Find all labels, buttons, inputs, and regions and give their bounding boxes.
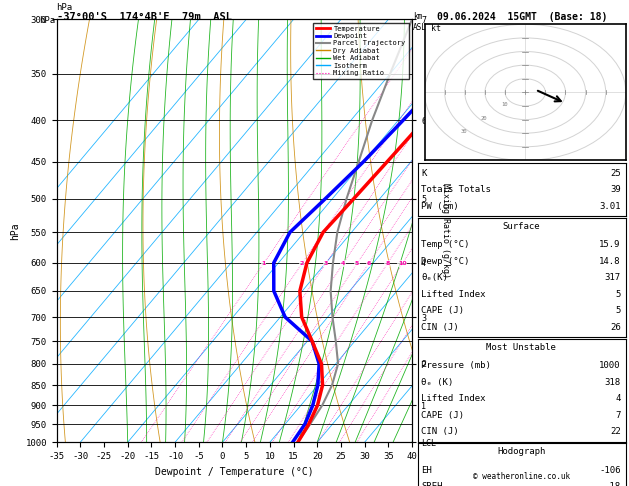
Text: K: K <box>421 169 427 178</box>
Text: 30: 30 <box>461 129 467 134</box>
Text: 25: 25 <box>610 169 621 178</box>
Text: Dewp (°C): Dewp (°C) <box>421 257 470 266</box>
Text: θₑ (K): θₑ (K) <box>421 378 454 387</box>
Text: 7: 7 <box>615 411 621 420</box>
Text: Pressure (mb): Pressure (mb) <box>421 361 491 370</box>
Text: 3: 3 <box>323 261 328 266</box>
Text: 20: 20 <box>481 116 487 121</box>
Text: Hodograph: Hodograph <box>497 447 545 456</box>
Text: hPa: hPa <box>39 16 55 25</box>
Text: CAPE (J): CAPE (J) <box>421 411 464 420</box>
Text: θₑ(K): θₑ(K) <box>421 273 448 282</box>
Legend: Temperature, Dewpoint, Parcel Trajectory, Dry Adiabat, Wet Adiabat, Isotherm, Mi: Temperature, Dewpoint, Parcel Trajectory… <box>313 23 408 79</box>
Text: 4: 4 <box>615 394 621 403</box>
Text: 09.06.2024  15GMT  (Base: 18): 09.06.2024 15GMT (Base: 18) <box>437 12 607 22</box>
Text: Most Unstable: Most Unstable <box>486 343 556 352</box>
Text: 2: 2 <box>299 261 304 266</box>
Text: 26: 26 <box>610 323 621 332</box>
Text: 318: 318 <box>604 378 621 387</box>
Y-axis label: hPa: hPa <box>10 222 20 240</box>
Text: 5: 5 <box>615 290 621 299</box>
Text: 14.8: 14.8 <box>599 257 621 266</box>
X-axis label: Dewpoint / Temperature (°C): Dewpoint / Temperature (°C) <box>155 467 314 477</box>
Text: -18: -18 <box>604 482 621 486</box>
Text: SREH: SREH <box>421 482 443 486</box>
Text: Lifted Index: Lifted Index <box>421 394 486 403</box>
Text: 3.01: 3.01 <box>599 202 621 211</box>
Text: © weatheronline.co.uk: © weatheronline.co.uk <box>472 472 570 481</box>
Text: 1000: 1000 <box>599 361 621 370</box>
Text: 6: 6 <box>367 261 370 266</box>
Text: CIN (J): CIN (J) <box>421 323 459 332</box>
Text: PW (cm): PW (cm) <box>421 202 459 211</box>
Text: Surface: Surface <box>503 222 540 231</box>
Text: CAPE (J): CAPE (J) <box>421 306 464 315</box>
Text: -106: -106 <box>599 466 621 475</box>
Text: 15.9: 15.9 <box>599 240 621 249</box>
Text: 317: 317 <box>604 273 621 282</box>
Text: 10: 10 <box>398 261 406 266</box>
Y-axis label: Mixing Ratio (g/kg): Mixing Ratio (g/kg) <box>441 183 450 278</box>
Text: 4: 4 <box>341 261 345 266</box>
Text: kt: kt <box>431 24 440 33</box>
Text: 5: 5 <box>615 306 621 315</box>
Text: 39: 39 <box>610 185 621 194</box>
Text: -37°00'S  174°4B'E  79m  ASL: -37°00'S 174°4B'E 79m ASL <box>57 12 231 22</box>
Text: 5: 5 <box>355 261 359 266</box>
Text: 22: 22 <box>610 427 621 436</box>
Text: 8: 8 <box>385 261 389 266</box>
Text: hPa: hPa <box>57 3 73 12</box>
Text: Totals Totals: Totals Totals <box>421 185 491 194</box>
Text: CIN (J): CIN (J) <box>421 427 459 436</box>
Text: 1: 1 <box>261 261 265 266</box>
Text: km
ASL: km ASL <box>413 12 427 32</box>
Text: 10: 10 <box>501 102 508 107</box>
Text: Temp (°C): Temp (°C) <box>421 240 470 249</box>
Text: Lifted Index: Lifted Index <box>421 290 486 299</box>
Text: EH: EH <box>421 466 432 475</box>
